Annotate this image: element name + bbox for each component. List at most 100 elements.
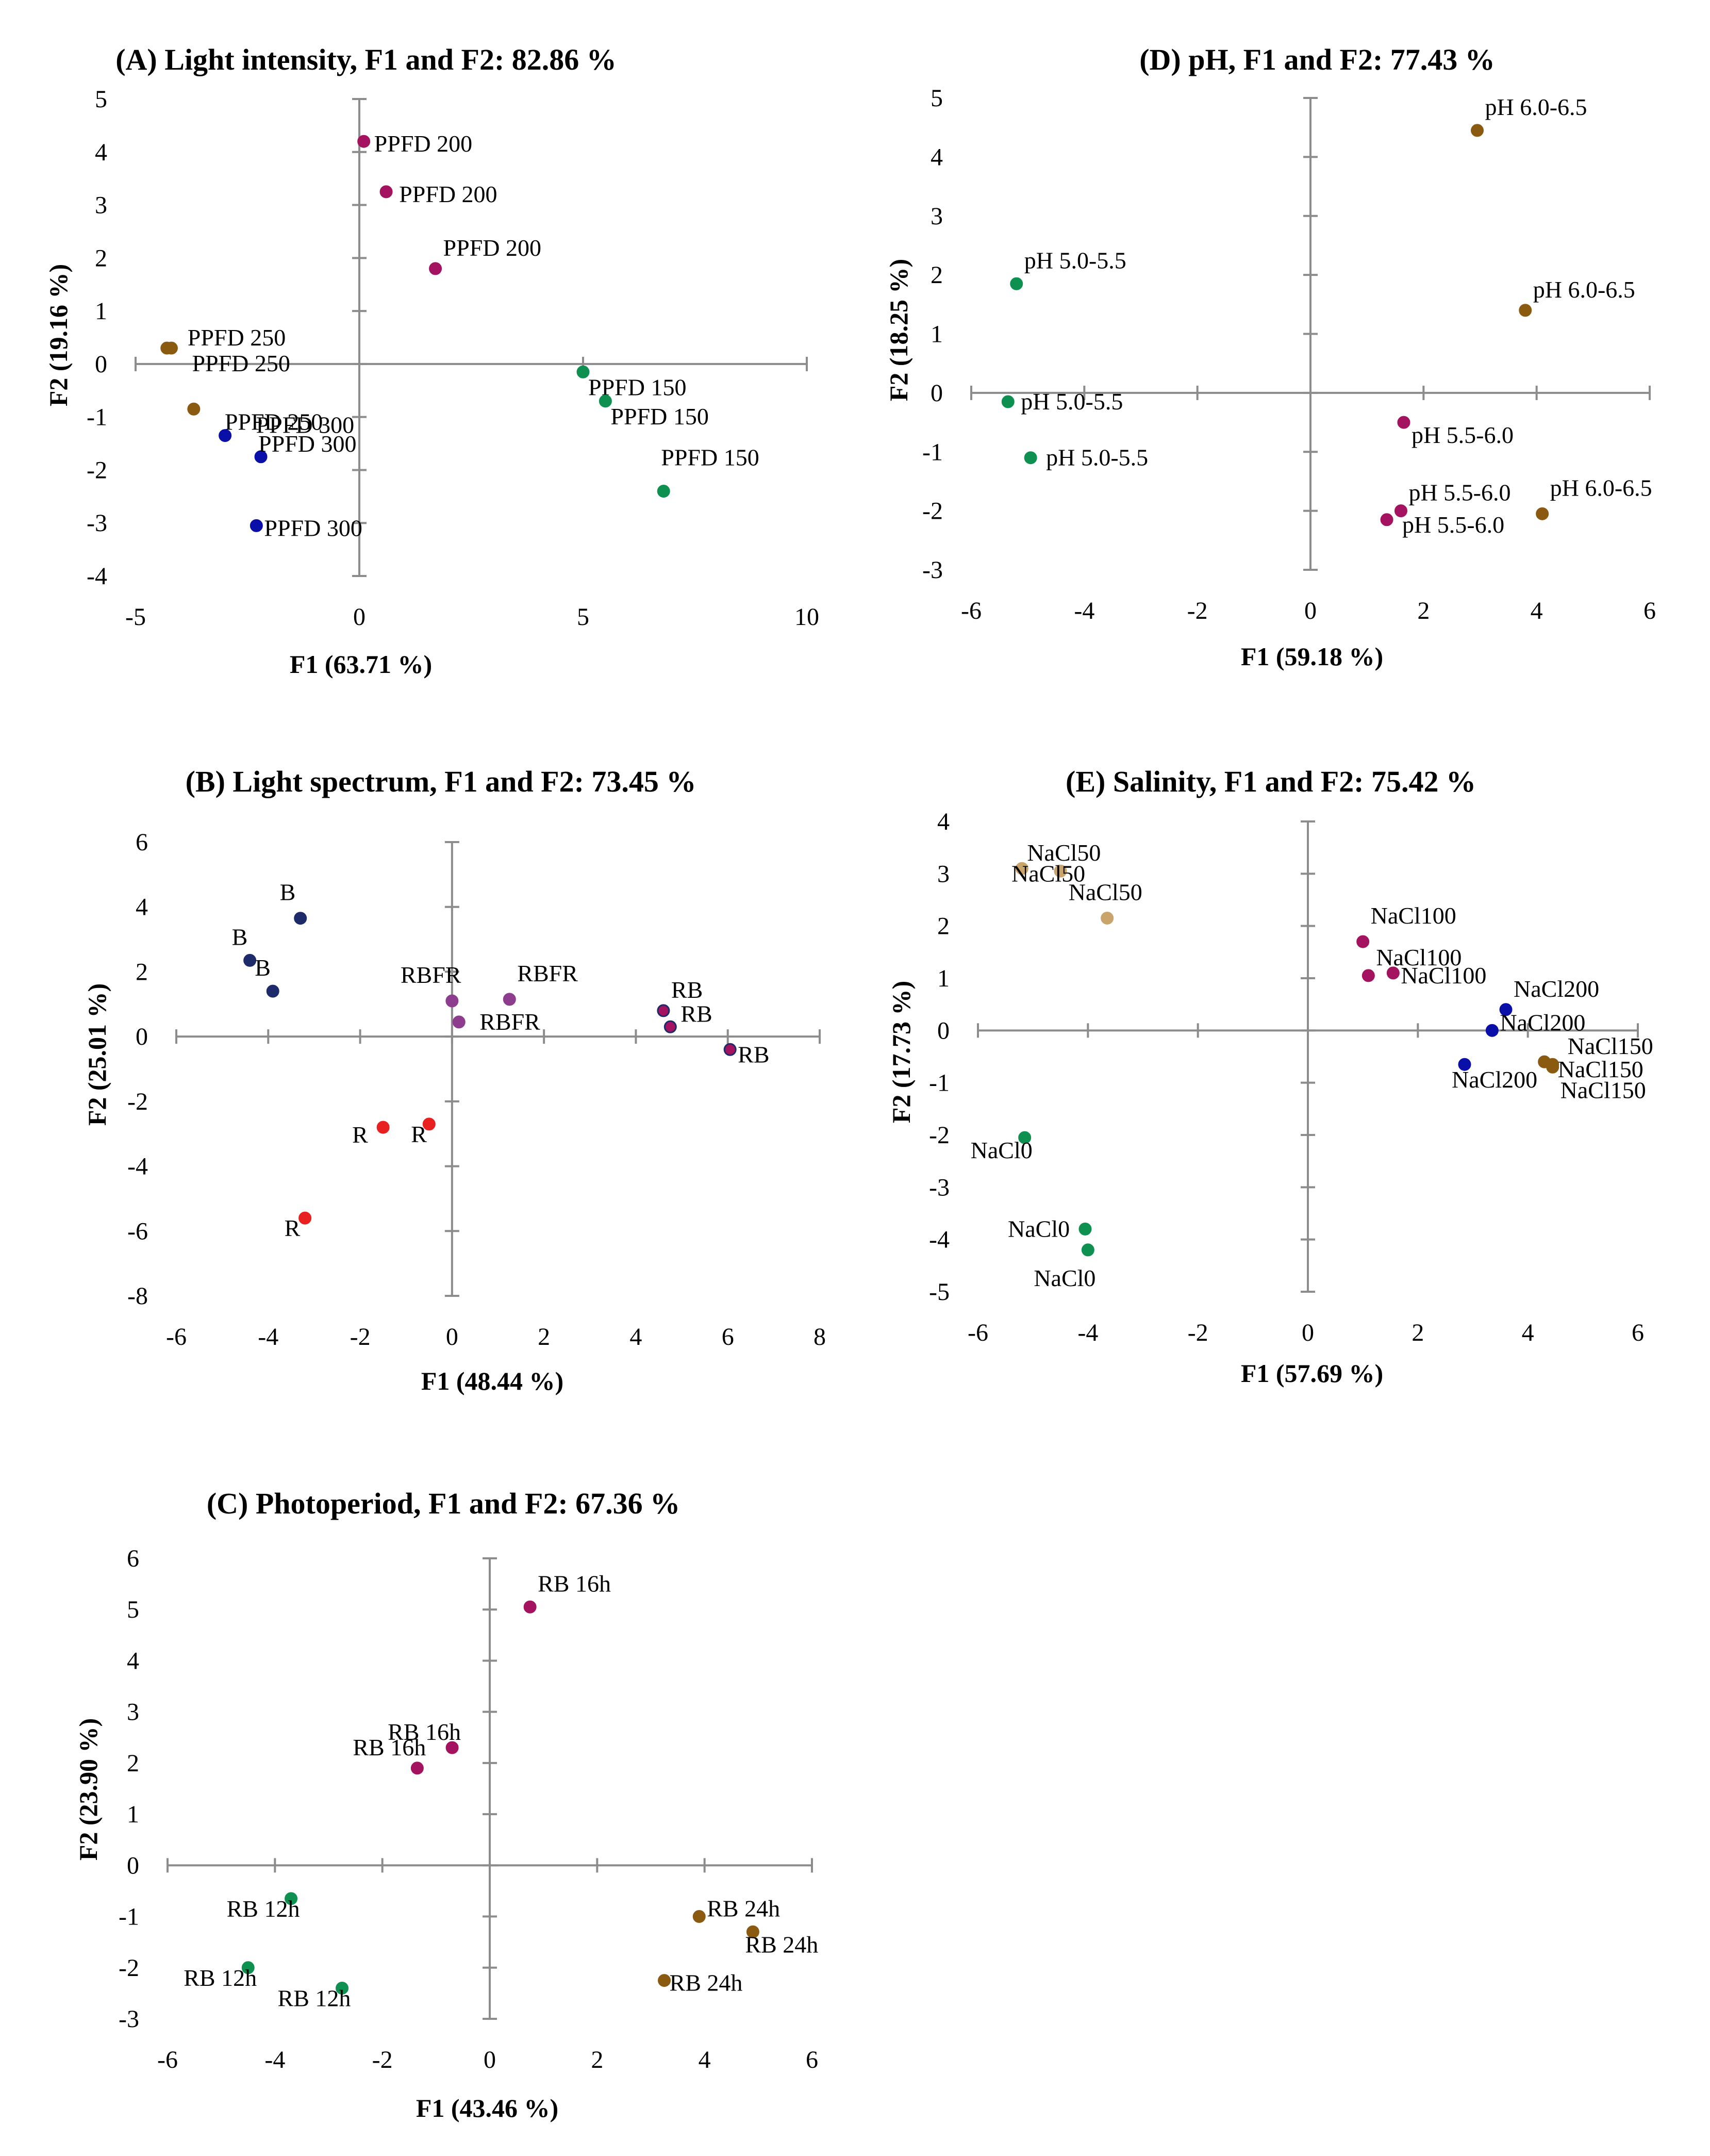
data-point xyxy=(657,1004,670,1017)
panel-b: (B) Light spectrum, F1 and F2: 73.45 % F… xyxy=(82,765,696,1395)
data-point xyxy=(1397,416,1410,429)
x-tick-label: -2 xyxy=(350,1323,371,1351)
point-label: pH 6.0-6.5 xyxy=(1550,474,1652,501)
data-point xyxy=(164,341,178,355)
panel-e-title: (E) Salinity, F1 and F2: 75.42 % xyxy=(1066,765,1476,798)
y-tick-label: 4 xyxy=(136,894,148,921)
point-label: RB 24h xyxy=(707,1896,780,1922)
point-label: NaCl150 xyxy=(1568,1033,1653,1059)
y-tick-label: 0 xyxy=(95,351,107,378)
data-point xyxy=(1458,1058,1471,1071)
x-tick-label: 0 xyxy=(1304,597,1317,624)
panel-a-plot: -4 -3 -2 -1 0 1 2 3 4 5 -5 0 5 10 PPFD 200 PPFD 200 PPFD… xyxy=(87,86,819,631)
x-tick-label: -5 xyxy=(125,603,146,631)
point-label: R xyxy=(285,1215,301,1241)
y-tick-label: -2 xyxy=(87,456,107,484)
panel-d-plot: -3 -2 -1 0 1 2 3 4 5 -6 -4 -2 0 2 4 6 pH 6.0-6.5 pH 6.0-6… xyxy=(922,85,1656,624)
point-label: pH 5.5-6.0 xyxy=(1408,480,1510,506)
data-point xyxy=(576,365,590,378)
y-tick-label: 1 xyxy=(127,1801,139,1828)
y-tick-label: 5 xyxy=(931,85,943,112)
y-tick-label: 5 xyxy=(95,86,107,113)
point-label: RBFR xyxy=(479,1009,540,1035)
panel-d: (D) pH, F1 and F2: 77.43 % F1 (59.18 %) … xyxy=(884,43,1495,671)
y-tick-label: 3 xyxy=(95,192,107,219)
y-tick-label: 0 xyxy=(937,1017,950,1044)
data-point xyxy=(298,1211,312,1225)
panel-e-ylabel: F2 (17.73 %) xyxy=(887,981,916,1123)
point-label: pH 5.0-5.5 xyxy=(1046,445,1148,471)
y-tick-label: 6 xyxy=(127,1545,139,1572)
point-label: RBFR xyxy=(517,960,578,986)
y-tick-label: 3 xyxy=(127,1699,139,1726)
x-tick-label: 6 xyxy=(1643,597,1656,624)
x-tick-label: -4 xyxy=(1074,597,1094,624)
data-point xyxy=(429,262,442,275)
point-label: RB 12h xyxy=(278,1985,351,2011)
x-tick-label: -6 xyxy=(157,2046,178,2073)
point-label: RB 12h xyxy=(227,1896,300,1922)
point-label: PPFD 300 xyxy=(256,412,354,438)
point-label: PPFD 250 xyxy=(225,408,323,435)
point-label: B xyxy=(280,879,296,906)
data-point xyxy=(219,429,232,442)
data-point xyxy=(1078,1222,1092,1236)
point-label: NaCl0 xyxy=(1034,1265,1095,1291)
x-tick-label: 2 xyxy=(591,2046,603,2073)
x-tick-label: -4 xyxy=(264,2046,285,2073)
x-tick-label: 6 xyxy=(722,1323,734,1351)
data-point xyxy=(692,1910,706,1923)
y-tick-label: -1 xyxy=(929,1069,950,1097)
x-tick-label: -2 xyxy=(1188,1319,1208,1346)
y-tick-label: 2 xyxy=(937,913,950,940)
data-point xyxy=(410,1762,424,1775)
point-label: NaCl200 xyxy=(1514,976,1599,1002)
y-tick-label: 4 xyxy=(127,1647,139,1674)
point-label: PPFD 200 xyxy=(374,130,472,157)
data-point xyxy=(723,1043,737,1056)
point-label: RB 16h xyxy=(388,1719,461,1745)
point-label: PPFD 200 xyxy=(399,181,497,207)
point-label: NaCl150 xyxy=(1558,1056,1643,1082)
y-tick-label: 5 xyxy=(127,1596,139,1623)
x-tick-label: -6 xyxy=(968,1319,988,1346)
y-tick-label: -2 xyxy=(119,1954,139,1982)
point-label: R xyxy=(411,1121,427,1147)
data-point xyxy=(452,1015,466,1029)
data-point xyxy=(1546,1060,1559,1074)
point-label: PPFD 300 xyxy=(258,431,356,457)
data-point xyxy=(523,1600,537,1614)
point-label: PPFD 250 xyxy=(192,350,290,376)
x-tick-label: 2 xyxy=(1417,597,1430,624)
data-point xyxy=(1018,1131,1032,1144)
x-tick-label: 6 xyxy=(806,2046,818,2073)
point-label: PPFD 250 xyxy=(188,324,286,351)
x-tick-label: 8 xyxy=(814,1323,826,1351)
data-point xyxy=(357,135,371,148)
point-label: pH 5.0-5.5 xyxy=(1021,388,1123,415)
y-tick-label: 2 xyxy=(127,1750,139,1777)
point-label: PPFD 150 xyxy=(610,403,708,430)
data-point xyxy=(1536,507,1549,520)
x-tick-label: 0 xyxy=(484,2046,496,2073)
panel-b-title: (B) Light spectrum, F1 and F2: 73.45 % xyxy=(186,765,696,798)
y-tick-label: 1 xyxy=(937,965,950,992)
data-point xyxy=(376,1121,390,1134)
data-point xyxy=(243,953,257,967)
data-point xyxy=(254,450,268,464)
y-tick-label: 0 xyxy=(127,1852,139,1879)
point-label: PPFD 200 xyxy=(443,235,541,261)
point-label: pH 6.0-6.5 xyxy=(1485,94,1587,120)
x-tick-label: -2 xyxy=(372,2046,393,2073)
point-label: pH 5.5-6.0 xyxy=(1402,512,1504,538)
y-tick-label: 2 xyxy=(931,261,943,289)
y-tick-label: -4 xyxy=(929,1226,950,1254)
data-point xyxy=(1081,1243,1094,1257)
y-tick-label: -4 xyxy=(87,563,107,590)
point-label: NaCl50 xyxy=(1027,840,1101,866)
x-tick-label: 10 xyxy=(794,603,819,631)
point-label: pH 6.0-6.5 xyxy=(1533,276,1635,303)
x-tick-label: -6 xyxy=(961,597,982,624)
